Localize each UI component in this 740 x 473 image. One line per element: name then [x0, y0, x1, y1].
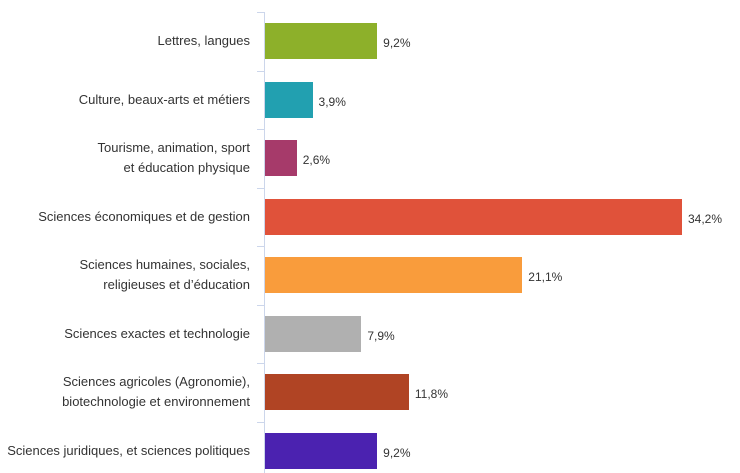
value-label: 21,1%: [528, 270, 563, 285]
bar: [265, 432, 378, 469]
axis-tick: [257, 187, 264, 189]
category-label: Sciences humaines, sociales, religieuses…: [79, 257, 250, 293]
bar: [265, 315, 362, 352]
category-label: Culture, beaux-arts et métiers: [78, 91, 250, 107]
axis-tick: [257, 70, 264, 72]
axis-tick: [257, 246, 264, 247]
axis-tick: [257, 421, 264, 423]
category-label: Tourisme, animation, sport et éducation …: [97, 140, 250, 176]
bar: [265, 140, 297, 177]
bar: [265, 81, 313, 118]
category-label: Sciences juridiques, et sciences politiq…: [7, 442, 250, 458]
axis-tick: [257, 129, 264, 130]
category-label: Sciences exactes et technologie: [64, 325, 250, 341]
value-label: 7,9%: [367, 328, 395, 343]
value-label: 11,8%: [414, 387, 449, 402]
value-label: 9,2%: [383, 445, 411, 460]
axis-line: [264, 12, 265, 473]
bar: [265, 374, 409, 411]
bar: [265, 23, 378, 60]
category-label: Lettres, langues: [157, 33, 250, 49]
category-label: Sciences économiques et de gestion: [38, 208, 250, 224]
axis-tick: [257, 304, 264, 306]
value-label: 2,6%: [302, 153, 331, 168]
value-label: 9,2%: [383, 36, 411, 51]
value-label: 3,9%: [318, 94, 346, 109]
category-label: Sciences agricoles (Agronomie), biotechn…: [62, 374, 250, 410]
bar: [265, 257, 523, 294]
bar: [265, 198, 682, 235]
value-label: 34,2%: [688, 211, 723, 226]
axis-tick: [257, 363, 264, 364]
axis-tick: [257, 12, 264, 13]
